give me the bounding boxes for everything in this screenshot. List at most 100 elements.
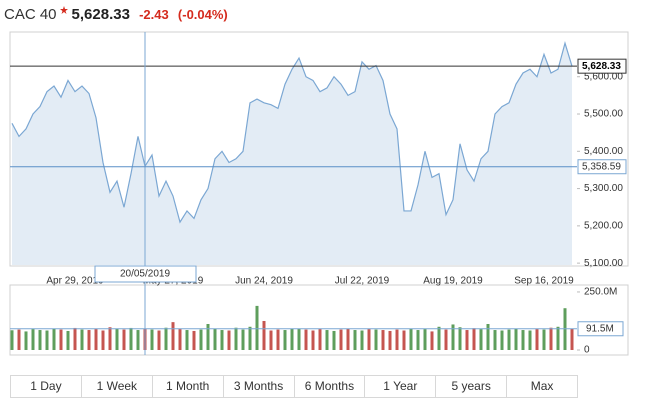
- crosshair-date-box: [94, 265, 197, 283]
- volume-bar: [346, 328, 350, 350]
- volume-bar: [164, 327, 168, 350]
- volume-bar: [115, 328, 119, 350]
- volume-bar: [171, 322, 175, 350]
- volume-bar: [220, 330, 224, 350]
- last-price-box: [577, 58, 627, 74]
- volume-bar: [402, 330, 406, 350]
- volume-bar: [108, 327, 112, 350]
- volume-bar: [444, 329, 448, 350]
- volume-bar: [122, 329, 126, 350]
- volume-bar: [381, 330, 385, 350]
- change: -2.43: [139, 7, 169, 22]
- volume-bar: [213, 328, 217, 350]
- volume-bar: [493, 330, 497, 350]
- volume-bar: [59, 329, 63, 350]
- volume-bar: [556, 326, 560, 350]
- volume-bar: [472, 328, 476, 350]
- price-area: [12, 43, 572, 266]
- volume-frame: [9, 284, 629, 356]
- volume-bar: [297, 328, 301, 350]
- volume-bar: [80, 329, 84, 350]
- volume-bar: [290, 328, 294, 350]
- price-line: [11, 41, 573, 224]
- volume-bar: [269, 330, 273, 350]
- volume-bar: [507, 329, 511, 350]
- x-tick-label: Aug 19, 2019: [423, 276, 483, 287]
- volume-bar: [325, 330, 329, 350]
- volume-bar: [227, 330, 231, 350]
- change-percent: (-0.04%): [177, 7, 228, 22]
- volume-bar: [514, 328, 518, 350]
- volume-bar: [38, 330, 42, 350]
- volume-bar: [255, 305, 259, 350]
- volume-bar: [451, 324, 455, 350]
- range-buttons: 1 Day 1 Week 1 Month 3 Months 6 Months 1 Year…: [10, 375, 578, 398]
- y2-tick-label: 0: [584, 345, 590, 356]
- price: 5,628.33: [71, 6, 130, 23]
- volume-bar: [129, 327, 133, 350]
- volume-bar: [409, 328, 413, 350]
- range-button[interactable]: Max: [530, 379, 554, 393]
- volume-bar: [304, 329, 308, 350]
- volume-bar: [367, 329, 371, 350]
- volume-bar: [283, 330, 287, 350]
- volume-bar: [248, 326, 252, 350]
- volume-bar: [388, 330, 392, 350]
- volume-bar: [17, 329, 21, 350]
- x-tick-label: Sep 16, 2019: [514, 276, 574, 287]
- crosshair-price-label: 5,358.59: [582, 161, 621, 172]
- y2-tick-label: 250.0M: [584, 287, 617, 298]
- range-button[interactable]: 3 Months: [224, 376, 295, 397]
- volume-bar: [374, 329, 378, 350]
- volume-bar: [178, 329, 182, 350]
- index-name: CAC 40: [4, 6, 57, 23]
- range-button[interactable]: 1 Year: [365, 376, 437, 397]
- volume-bar: [360, 330, 364, 350]
- y-tick-label: 5,200.00: [584, 220, 623, 231]
- volume-bar: [570, 328, 574, 350]
- volume-bar: [437, 326, 441, 350]
- volume-bar: [234, 327, 238, 350]
- volume-bar: [87, 330, 91, 350]
- volume-bar: [486, 324, 490, 350]
- range-button[interactable]: 1 Week: [82, 376, 153, 397]
- volume-bar: [521, 330, 525, 350]
- volume-bar: [542, 329, 546, 350]
- volume-bar: [353, 330, 357, 350]
- volume-bar: [423, 329, 427, 350]
- range-button[interactable]: 1 Day: [11, 376, 82, 397]
- volume-bar: [500, 330, 504, 350]
- header: CAC 40 5,628.33 -2.43 (-0.04%): [4, 6, 233, 26]
- volume-bar: [549, 327, 553, 350]
- volume-bar: [66, 330, 70, 350]
- y-tick-label: 5,600.00: [584, 71, 623, 82]
- volume-bar: [395, 329, 399, 350]
- volume-bar: [430, 331, 434, 350]
- crosshair-volume-box: [577, 321, 624, 337]
- range-button[interactable]: 5 years: [436, 376, 508, 397]
- plot-frame: [9, 31, 629, 267]
- volume-bar: [150, 329, 154, 350]
- volume-bar: [465, 330, 469, 350]
- volume-bar: [192, 330, 196, 350]
- volume-bar: [458, 327, 462, 350]
- volume-bar: [276, 329, 280, 350]
- volume-bar: [73, 327, 77, 350]
- range-button[interactable]: 1 Month: [153, 376, 224, 397]
- volume-bar: [31, 329, 35, 350]
- change-icon: [59, 6, 68, 14]
- volume-bar: [199, 329, 203, 350]
- volume-bar: [318, 329, 322, 350]
- volume-bar: [332, 330, 336, 350]
- crosshair-volume-label: 91.5M: [586, 323, 614, 334]
- volume-bar: [262, 320, 266, 350]
- volume-bar: [339, 329, 343, 350]
- x-tick-label: Jun 24, 2019: [235, 276, 293, 287]
- range-button[interactable]: 6 Months: [295, 376, 366, 397]
- volume-bar: [136, 330, 140, 350]
- y-tick-label: 5,400.00: [584, 146, 623, 157]
- x-tick-label: Apr 29, 2019: [46, 276, 104, 287]
- chart: Investing.com5,100.005,200.005,300.005,4…: [9, 31, 629, 356]
- volume-bar: [185, 330, 189, 350]
- last-price-label: 5,628.33: [582, 61, 621, 72]
